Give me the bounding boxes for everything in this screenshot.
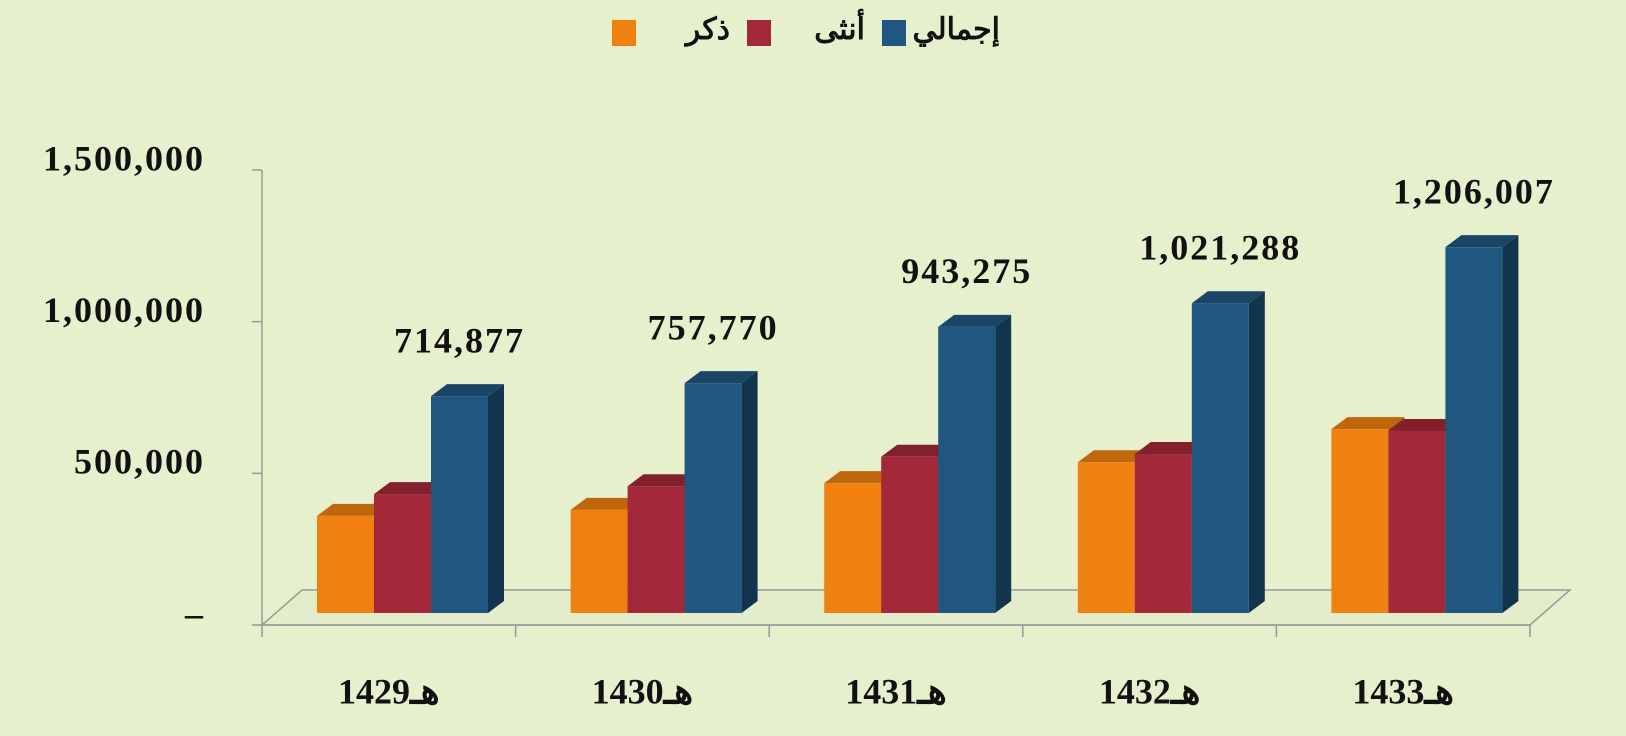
bar-side [742, 371, 758, 613]
bar [1192, 303, 1249, 613]
legend-swatch [612, 20, 636, 46]
bar [431, 396, 488, 613]
y-tick-label: 1,500,000 [43, 138, 205, 178]
bar [881, 457, 938, 613]
legend-swatch [747, 20, 771, 46]
bar [317, 516, 374, 613]
bar [1135, 454, 1192, 613]
x-tick-label: 1433هـ [1352, 671, 1454, 711]
y-tick-label: 500,000 [74, 442, 205, 482]
data-label: 757,770 [648, 307, 779, 347]
bar [938, 327, 995, 613]
chart: – 500,000 1,000,000 1,500,000 1429هـ 714,877 1… [0, 0, 1626, 736]
legend-label: إجمالي [912, 13, 1000, 48]
legend-label: أنثى [814, 8, 865, 46]
x-tick-label: 1429هـ [338, 671, 440, 711]
bar-side [1502, 235, 1518, 613]
bar [685, 383, 742, 613]
bar [1388, 431, 1445, 613]
data-label: 943,275 [901, 251, 1032, 291]
bar [628, 486, 685, 613]
legend-label: ذكر [684, 13, 730, 47]
bar-side [1249, 291, 1265, 613]
data-label: 1,021,288 [1139, 227, 1301, 267]
y-tick-label: 1,000,000 [43, 290, 205, 330]
y-tick-label: – [184, 593, 205, 633]
legend-swatch [882, 20, 906, 46]
bar [571, 510, 628, 613]
bar [1331, 429, 1388, 613]
bar [824, 483, 881, 613]
x-tick-label: 1431هـ [845, 671, 947, 711]
bar [374, 494, 431, 613]
bar [1078, 462, 1135, 613]
bar-side [995, 315, 1011, 613]
bar [1445, 247, 1502, 613]
data-label: 1,206,007 [1393, 171, 1555, 211]
bar-side [488, 384, 504, 613]
x-tick-label: 1432هـ [1099, 671, 1201, 711]
data-label: 714,877 [394, 320, 525, 360]
x-tick-label: 1430هـ [592, 671, 694, 711]
